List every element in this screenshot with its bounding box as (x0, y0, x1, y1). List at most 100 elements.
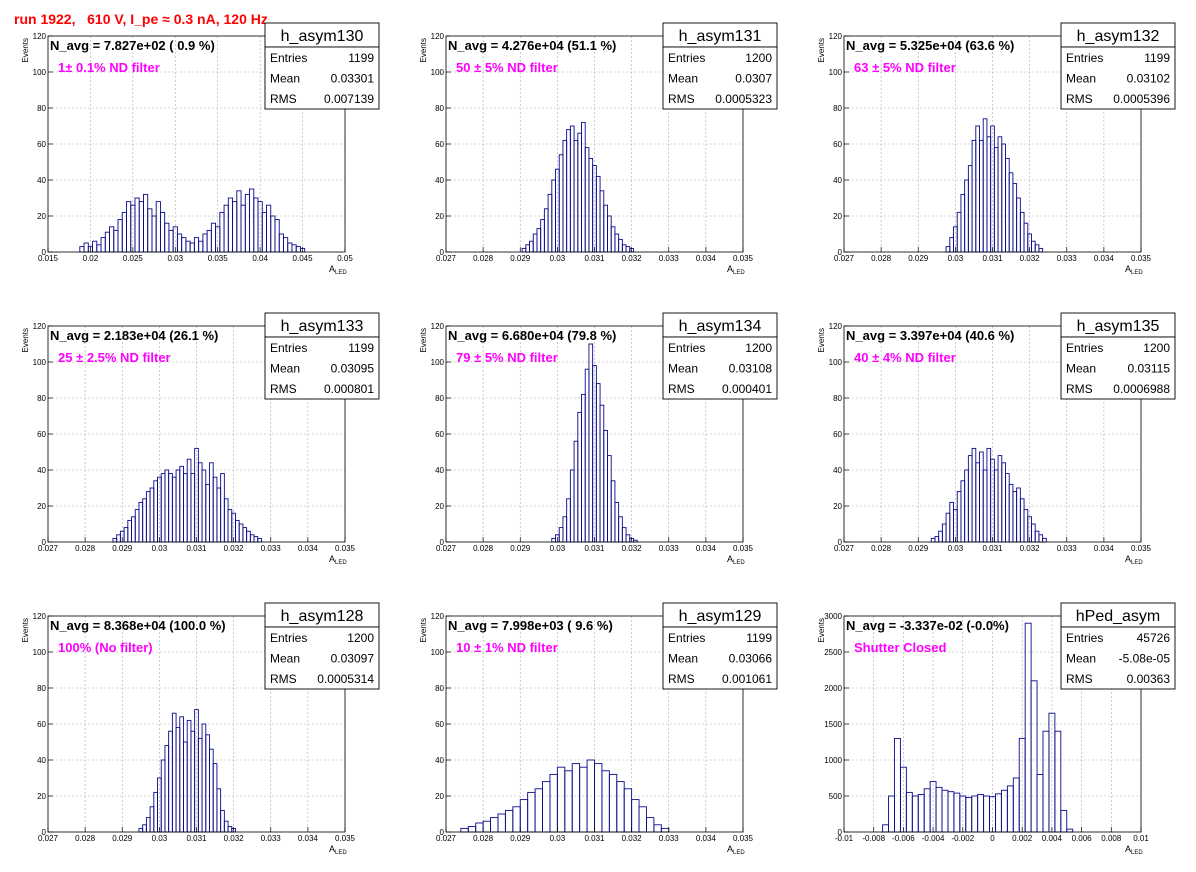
histogram-bin (227, 509, 233, 543)
histogram-bin (603, 204, 608, 253)
filter-label: 79 ± 5% ND filter (456, 350, 558, 365)
histogram-bin (573, 139, 579, 253)
histogram-bin (283, 237, 289, 253)
histogram-bin (235, 519, 240, 543)
y-tick-label: 2000 (824, 684, 842, 693)
histogram-bin (186, 719, 192, 833)
y-axis-label: Events (21, 328, 30, 352)
histogram-bin (1012, 777, 1020, 833)
x-tick-label: 0.03 (550, 254, 566, 263)
histogram-bin (168, 730, 173, 833)
histogram-bin (197, 462, 203, 543)
stats-value: 1200 (347, 631, 374, 645)
histogram-bin (965, 796, 973, 833)
histogram-bin (1024, 622, 1032, 833)
stats-value: 1199 (746, 631, 772, 645)
histogram-bin (134, 509, 140, 543)
histogram-bin (566, 498, 571, 543)
x-axis-label: ALED (1125, 264, 1143, 276)
x-axis-label: ALED (1125, 554, 1143, 566)
histogram-bin (975, 125, 980, 253)
histogram-bin (189, 242, 195, 253)
y-tick-label: 80 (833, 104, 842, 113)
y-tick-label: 0 (42, 248, 47, 257)
histogram-bin (579, 766, 588, 833)
histogram-bin (1005, 157, 1010, 253)
histogram-bin (625, 534, 631, 543)
histogram-bin (116, 534, 121, 543)
histogram-bin (164, 222, 170, 253)
x-tick-label: 0.033 (659, 834, 680, 843)
histogram-bin (536, 228, 542, 253)
stats-label: Entries (270, 341, 307, 355)
stats-value: 0.007139 (324, 92, 374, 106)
histogram-bin (153, 791, 158, 833)
stats-label: Mean (270, 362, 300, 376)
y-tick-label: 40 (435, 176, 444, 185)
y-tick-label: 80 (435, 104, 444, 113)
histogram-bin (581, 121, 586, 253)
histogram-bin (967, 455, 973, 543)
histogram-bin (244, 193, 250, 253)
navg-label: N_avg = 5.325e+04 (63.6 %) (846, 38, 1014, 53)
stats-value: -5.08e-05 (1119, 652, 1171, 666)
histogram-bin (112, 537, 118, 543)
histogram-bin (534, 788, 543, 833)
histogram-bin (168, 229, 174, 253)
histogram-bin (96, 244, 102, 253)
y-axis-label: Events (419, 328, 428, 352)
histogram-bin (142, 498, 147, 543)
y-tick-label: 120 (829, 32, 843, 41)
histogram-name: h_asym132 (1077, 28, 1160, 45)
y-tick-label: 20 (833, 212, 842, 221)
y-tick-label: 0 (838, 828, 843, 837)
histogram-bin (295, 246, 301, 253)
x-axis-label: ALED (727, 264, 745, 276)
histogram-bin (291, 244, 297, 253)
histogram-bin (1038, 534, 1044, 543)
stats-label: Entries (1066, 51, 1103, 65)
filter-label: 50 ± 5% ND filter (456, 60, 558, 75)
histogram-bin (986, 447, 992, 543)
x-tick-label: 0.032 (622, 254, 643, 263)
stats-title-box (1060, 312, 1176, 338)
histogram-bin (588, 343, 594, 543)
histogram-bin (1016, 487, 1021, 543)
histogram-bin (126, 201, 132, 253)
x-tick-label: 0.035 (733, 834, 754, 843)
stats-label: RMS (1066, 672, 1093, 686)
stats-label: Entries (668, 341, 705, 355)
histogram-bin (278, 233, 284, 253)
x-tick-label: 0.034 (298, 834, 319, 843)
histogram-bin (104, 231, 110, 253)
histogram-bin (525, 244, 530, 253)
x-tick-label: 0.029 (510, 834, 531, 843)
histogram-bin (581, 393, 586, 543)
histogram-bin (131, 516, 136, 543)
histogram-bin (138, 501, 144, 543)
stats-value: 0.00363 (1127, 672, 1171, 686)
y-tick-label: 60 (435, 140, 444, 149)
y-tick-label: 60 (833, 140, 842, 149)
x-tick-label: 0.028 (75, 544, 96, 553)
histogram-bin (227, 826, 233, 833)
histogram-bin (1008, 483, 1014, 543)
histogram-bin (618, 516, 623, 543)
histogram-bin (168, 473, 173, 543)
histogram-panel-h_asym131: 0.027 0.028 0.029 0.03 0.031 0.032 0.033 0.034 0… (419, 22, 778, 276)
x-tick-label: 0.027 (436, 254, 457, 263)
stats-label: Mean (1066, 652, 1096, 666)
navg-label: N_avg = 8.368e+04 (100.0 %) (50, 618, 226, 633)
histogram-bin (540, 219, 545, 253)
x-tick-label: 0.01 (1133, 834, 1149, 843)
y-tick-label: 3000 (824, 612, 842, 621)
histogram-bin (113, 229, 119, 253)
y-tick-label: 100 (33, 358, 47, 367)
x-tick-label: 0.03 (948, 544, 964, 553)
histogram-bin (253, 536, 259, 543)
y-tick-label: 60 (37, 430, 46, 439)
histogram-bin (949, 501, 954, 543)
filter-label: Shutter Closed (854, 640, 947, 655)
y-tick-label: 120 (33, 32, 47, 41)
x-tick-label: 0.05 (337, 254, 353, 263)
